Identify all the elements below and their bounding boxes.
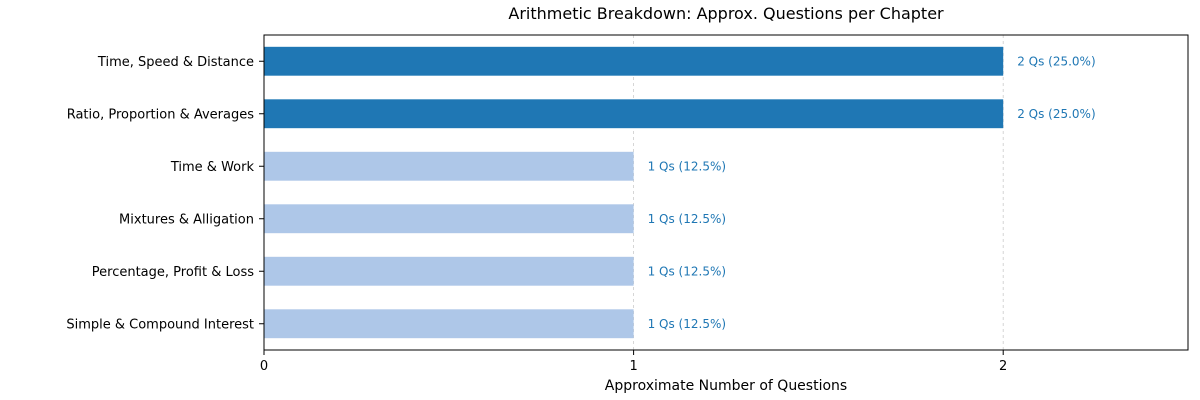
x-axis-label: Approximate Number of Questions: [605, 378, 847, 394]
data-label-4: 1 Qs (12.5%): [648, 264, 726, 278]
y-tick-label-1: Ratio, Proportion & Averages: [67, 107, 255, 122]
axes: Time, Speed & Distance Ratio, Proportion …: [66, 34, 1189, 374]
bar-1: [264, 99, 1004, 129]
y-tick-label-2: Time & Work: [170, 160, 255, 175]
y-tick-label-5: Simple & Compound Interest: [66, 317, 254, 332]
data-label-3: 1 Qs (12.5%): [648, 212, 726, 226]
y-tick-label-4: Percentage, Profit & Loss: [92, 265, 254, 280]
x-tick-label-1: 1: [629, 359, 637, 374]
bar-4: [264, 256, 634, 286]
bar-2: [264, 151, 634, 181]
data-label-2: 1 Qs (12.5%): [648, 159, 726, 173]
bar-5: [264, 309, 634, 339]
x-tick-label-2: 2: [999, 359, 1007, 374]
x-tick-label-0: 0: [260, 359, 268, 374]
bar-0: [264, 46, 1004, 76]
chart-title: Arithmetic Breakdown: Approx. Questions …: [508, 4, 944, 23]
y-tick-label-3: Mixtures & Alligation: [119, 212, 254, 227]
data-label-1: 2 Qs (25.0%): [1017, 107, 1095, 121]
plot-frame: [263, 34, 1189, 351]
data-label-0: 2 Qs (25.0%): [1017, 54, 1095, 68]
data-labels: 2 Qs (25.0%) 2 Qs (25.0%) 1 Qs (12.5%) 1 Qs…: [648, 54, 1096, 331]
y-tick-label-0: Time, Speed & Distance: [97, 55, 254, 70]
data-label-5: 1 Qs (12.5%): [648, 317, 726, 331]
grid-lines: [633, 35, 1004, 350]
bar-3: [264, 204, 634, 234]
bars: [264, 46, 1004, 339]
